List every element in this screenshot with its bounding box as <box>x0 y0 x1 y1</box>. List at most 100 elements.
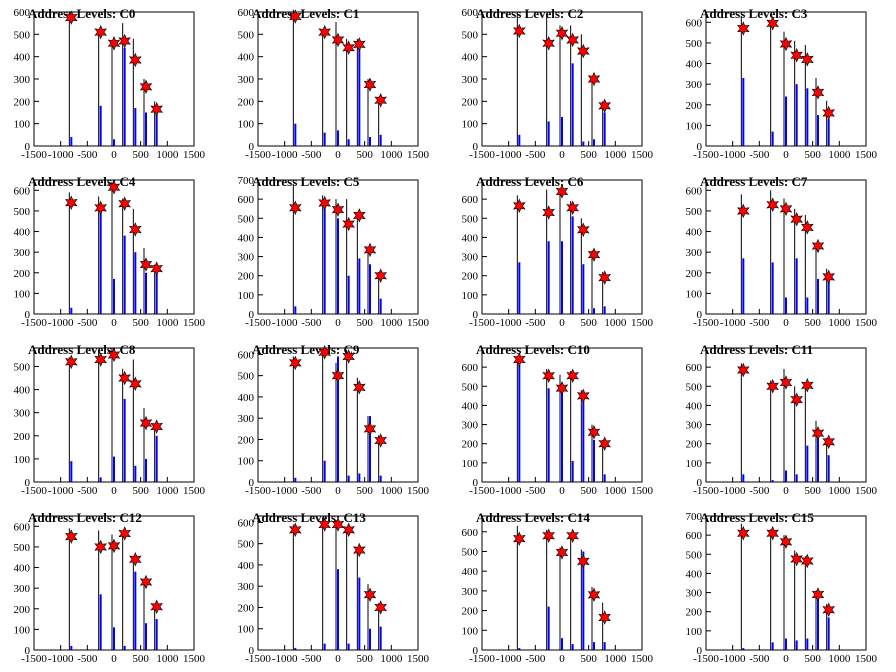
plot-frame <box>33 11 195 147</box>
y-tick-label: 600 <box>14 185 31 197</box>
x-tick-label: 1000 <box>156 317 179 329</box>
y-tick-label: 100 <box>238 456 255 468</box>
star-icon <box>566 528 579 543</box>
chart-panel: Address Levels: C2 0 100 200 300 400 500 600 -15… <box>462 6 654 161</box>
chart-panel: Address Levels: C14 0 100 200 300 400 500 600 -1… <box>462 510 654 665</box>
x-tick-label: 1000 <box>828 653 851 665</box>
x-tick-label: -1500 <box>469 149 495 161</box>
y-tick-label: 200 <box>238 96 255 108</box>
y-tick-label: 0 <box>697 141 703 153</box>
y-tick-label: 600 <box>238 517 255 529</box>
x-tick-label: -1500 <box>693 653 719 665</box>
x-tick-label: -500 <box>525 317 546 329</box>
y-tick-label: 600 <box>686 362 703 374</box>
chart-panel: Address Levels: C11 0 100 200 300 400 500 600 -1… <box>686 342 878 497</box>
y-tick-label: 200 <box>238 434 255 446</box>
x-tick-label: 1000 <box>156 653 179 665</box>
y-tick-label: 100 <box>462 290 479 302</box>
x-tick-label: -1000 <box>272 317 298 329</box>
star-icon <box>353 208 366 223</box>
y-tick-label: 100 <box>238 290 255 302</box>
star-icon <box>555 380 569 396</box>
x-tick-label: 0 <box>335 149 341 161</box>
y-tick-label: 300 <box>14 583 31 595</box>
chart-title: Address Levels: C0 <box>28 6 135 21</box>
x-tick-label: 500 <box>132 653 149 665</box>
x-tick-label: 1500 <box>855 317 878 329</box>
y-tick-label: 300 <box>686 79 703 91</box>
x-tick-label: -1500 <box>245 149 271 161</box>
y-tick-label: 0 <box>249 141 255 153</box>
y-tick-label: 0 <box>473 477 479 489</box>
y-tick-label: 500 <box>686 206 703 218</box>
star-icon <box>513 23 526 39</box>
star-icon <box>374 433 387 448</box>
star-icon <box>822 602 835 618</box>
star-icon <box>331 517 345 532</box>
x-tick-label: 1500 <box>183 653 206 665</box>
x-tick-label: 500 <box>356 485 373 497</box>
y-tick-label: 100 <box>462 119 479 131</box>
x-tick-label: 1500 <box>183 485 206 497</box>
x-tick-label: -500 <box>301 653 322 665</box>
star-icon <box>363 421 377 437</box>
y-tick-label: 300 <box>462 420 479 432</box>
star-icon <box>577 554 590 569</box>
y-tick-label: 500 <box>14 206 31 218</box>
x-tick-label: -500 <box>749 653 770 665</box>
y-tick-label: 400 <box>686 568 703 580</box>
x-tick-label: 1500 <box>631 653 654 665</box>
y-tick-label: 0 <box>249 645 255 657</box>
x-tick-label: 1000 <box>380 653 403 665</box>
y-tick-label: 600 <box>462 527 479 539</box>
star-icon <box>766 379 779 394</box>
x-tick-label: 500 <box>804 485 821 497</box>
x-tick-label: 1000 <box>156 149 179 161</box>
star-icon <box>577 388 590 404</box>
y-tick-label: 600 <box>462 362 479 374</box>
star-icon <box>766 525 779 541</box>
x-tick-label: -500 <box>301 317 322 329</box>
star-icon <box>353 380 366 395</box>
y-tick-label: 400 <box>14 52 31 64</box>
y-tick-label: 0 <box>25 477 31 489</box>
chart-panel: Address Levels: C0 0 100 200 300 400 500 600 -15… <box>14 6 206 161</box>
star-icon <box>374 268 387 283</box>
plot-frame <box>481 515 643 651</box>
y-tick-label: 100 <box>14 119 31 131</box>
star-icon <box>766 16 779 31</box>
y-tick-label: 0 <box>473 141 479 153</box>
x-tick-label: 0 <box>559 653 565 665</box>
x-tick-label: 1000 <box>380 317 403 329</box>
y-tick-label: 600 <box>686 17 703 29</box>
x-tick-label: 0 <box>559 317 565 329</box>
star-icon <box>811 238 825 254</box>
x-tick-label: -1500 <box>21 149 47 161</box>
y-tick-label: 500 <box>462 29 479 41</box>
x-tick-label: 500 <box>132 317 149 329</box>
x-tick-label: 500 <box>804 149 821 161</box>
chart-panel: Address Levels: C9 0 100 200 300 400 500 600 -15… <box>238 342 430 497</box>
y-tick-label: 400 <box>462 400 479 412</box>
star-icon <box>118 33 131 49</box>
star-icon <box>118 526 131 541</box>
star-icon <box>555 184 569 199</box>
x-tick-label: 0 <box>783 653 789 665</box>
star-icon <box>94 24 107 40</box>
x-tick-label: -1500 <box>469 317 495 329</box>
x-tick-label: 500 <box>580 317 597 329</box>
y-tick-label: 300 <box>462 586 479 598</box>
x-tick-label: 1500 <box>407 485 430 497</box>
star-icon <box>139 257 153 272</box>
y-tick-label: 200 <box>462 271 479 283</box>
x-tick-label: -1000 <box>720 485 746 497</box>
star-icon <box>318 24 331 40</box>
star-icon <box>779 36 793 52</box>
star-icon <box>139 574 153 590</box>
star-icon <box>65 195 78 210</box>
star-icon <box>150 599 163 614</box>
star-icon <box>65 529 78 544</box>
star-icon <box>129 222 142 237</box>
x-tick-label: -1500 <box>693 485 719 497</box>
plot-frame <box>257 11 419 147</box>
